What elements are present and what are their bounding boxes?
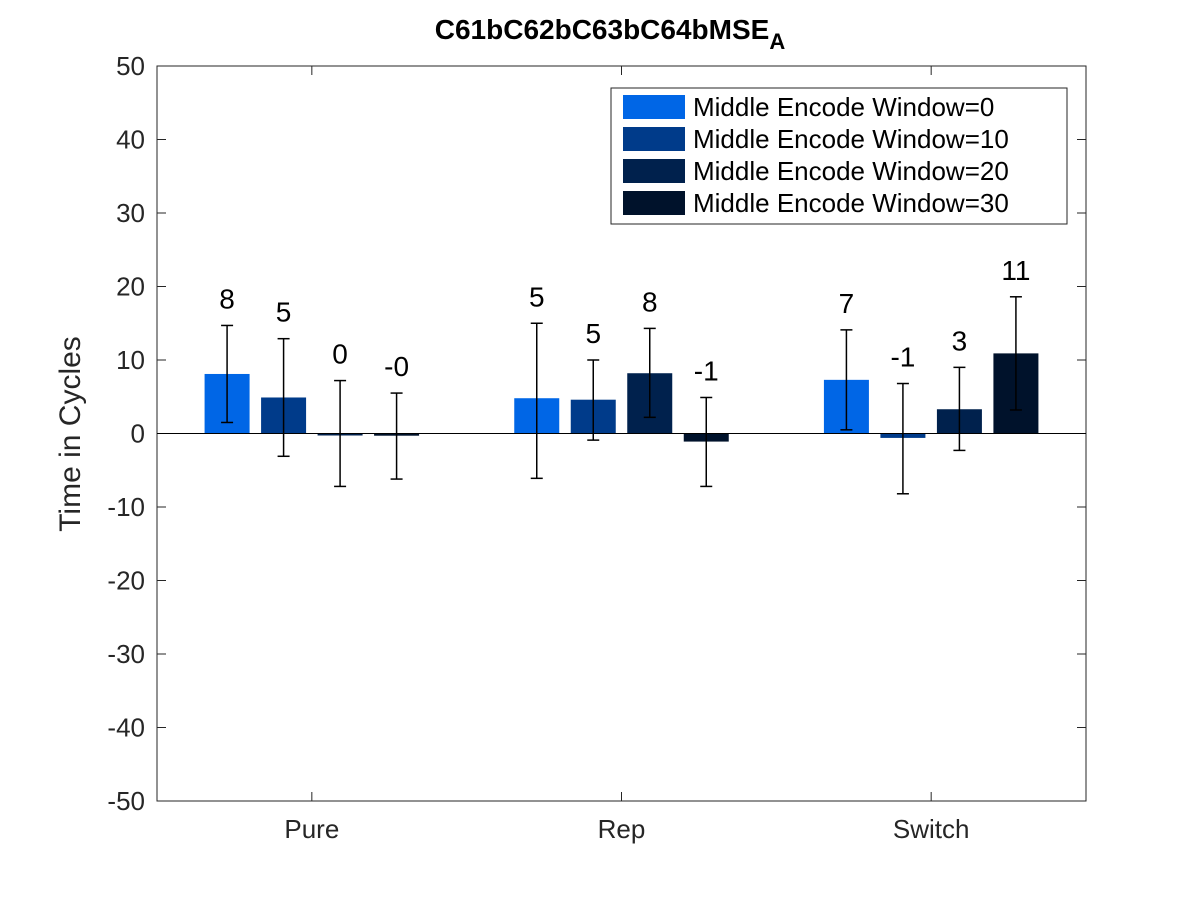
y-tick-label: 20	[116, 272, 145, 302]
legend-label: Middle Encode Window=0	[693, 92, 994, 122]
data-label: 8	[642, 286, 658, 317]
legend-label: Middle Encode Window=10	[693, 124, 1009, 154]
y-tick-label: 30	[116, 198, 145, 228]
x-tick-label: Switch	[893, 814, 970, 844]
data-label: 7	[839, 288, 855, 319]
legend-swatch	[623, 127, 685, 151]
data-label: 5	[585, 318, 601, 349]
x-tick-label: Rep	[598, 814, 646, 844]
legend-swatch	[623, 191, 685, 215]
data-label: 5	[529, 281, 545, 312]
data-label: -1	[694, 355, 719, 386]
legend-swatch	[623, 95, 685, 119]
legend-label: Middle Encode Window=30	[693, 188, 1009, 218]
chart-title-main: C61bC62bC63bC64bMSE	[435, 14, 770, 45]
x-tick-label: Pure	[284, 814, 339, 844]
data-label: 0	[332, 339, 348, 370]
y-tick-label: 0	[131, 419, 145, 449]
legend-box	[610, 87, 1068, 225]
y-tick-label: -20	[107, 566, 145, 596]
y-tick-label: -10	[107, 492, 145, 522]
data-label: 5	[276, 297, 292, 328]
legend-label: Middle Encode Window=20	[693, 156, 1009, 186]
y-tick-label: -50	[107, 786, 145, 816]
y-tick-label: 50	[116, 51, 145, 81]
data-label: -1	[890, 342, 915, 373]
data-label: 3	[952, 325, 968, 356]
y-axis-label: Time in Cycles	[54, 336, 87, 532]
y-tick-label: 10	[116, 345, 145, 375]
data-label: 8	[219, 283, 235, 314]
data-label: -0	[384, 351, 409, 382]
chart-title: C61bC62bC63bC64bMSEA	[435, 14, 786, 54]
y-tick-label: -30	[107, 639, 145, 669]
chart-title-subscript: A	[769, 29, 785, 54]
y-tick-label: 40	[116, 125, 145, 155]
y-tick-label: -40	[107, 713, 145, 743]
data-label: 11	[1001, 255, 1030, 286]
legend-swatch	[623, 159, 685, 183]
